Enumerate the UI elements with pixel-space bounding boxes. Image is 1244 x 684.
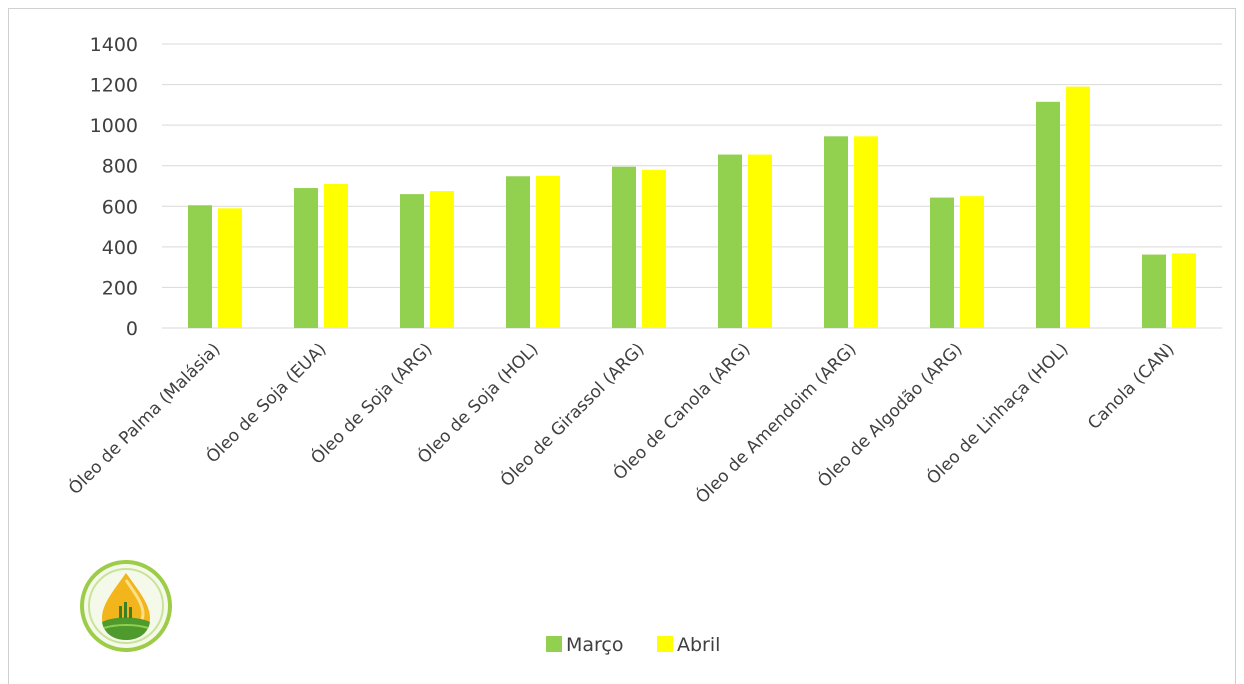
y-tick-label: 1400 <box>90 34 138 56</box>
y-tick-label: 400 <box>102 237 138 259</box>
legend: Março Abril <box>546 634 720 656</box>
x-category-label: Óleo de Palma (Malásia) <box>64 338 225 499</box>
bars <box>188 86 1196 328</box>
bar-abril <box>536 175 560 328</box>
bar-abril <box>748 154 772 328</box>
bar-marco <box>930 197 954 328</box>
y-tick-label: 1200 <box>90 75 138 97</box>
legend-label: Abril <box>677 634 720 656</box>
bar-marco <box>400 194 424 328</box>
y-axis-tick-labels: 0 200 400 600 800 1000 1200 1400 <box>90 34 138 340</box>
bar-marco <box>718 154 742 328</box>
bar-abril <box>1066 86 1090 328</box>
legend-label: Março <box>566 634 624 656</box>
bar-abril <box>324 183 348 328</box>
bar-abril <box>1172 253 1196 328</box>
bar-marco <box>824 136 848 328</box>
bar-abril <box>854 136 878 328</box>
y-tick-label: 600 <box>102 196 138 218</box>
bar-marco <box>1036 101 1060 328</box>
legend-swatch <box>657 636 673 652</box>
legend-swatch <box>546 636 562 652</box>
gridlines <box>162 43 1222 329</box>
bar-marco <box>188 205 212 328</box>
bar-abril <box>960 196 984 328</box>
bar-marco <box>612 166 636 328</box>
bar-abril <box>430 191 454 328</box>
x-axis-category-labels: Óleo de Palma (Malásia)Óleo de Soja (EUA… <box>64 338 1179 508</box>
chart-frame <box>8 8 1236 684</box>
bar-abril <box>642 169 666 328</box>
bar-marco <box>1142 254 1166 328</box>
oil-drop-logo <box>80 560 172 652</box>
y-tick-label: 0 <box>126 318 138 340</box>
bar-abril <box>218 208 242 328</box>
y-tick-label: 200 <box>102 277 138 299</box>
bar-marco <box>294 188 318 328</box>
y-tick-label: 1000 <box>90 115 138 137</box>
x-category-label: Canola (CAN) <box>1084 339 1178 433</box>
y-tick-label: 800 <box>102 156 138 178</box>
bar-marco <box>506 176 530 328</box>
